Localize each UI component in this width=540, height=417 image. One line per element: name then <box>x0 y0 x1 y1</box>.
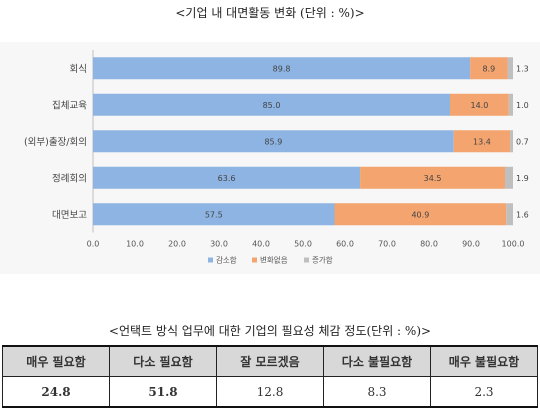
table-cell: 2.3 <box>430 376 538 408</box>
x-tick-label: 60.0 <box>336 240 354 249</box>
x-tick-label: 90.0 <box>462 240 480 249</box>
survey-table: 매우 필요함 다소 필요함 잘 모르겠음 다소 불필요함 매우 불필요함 24.… <box>2 345 538 408</box>
legend-label: 변화없음 <box>260 256 288 265</box>
table-cell: 12.8 <box>216 376 324 408</box>
table-header-cell: 매우 필요함 <box>2 345 110 377</box>
x-tick-label: 40.0 <box>252 240 270 249</box>
data-label: 0.7 <box>516 137 529 146</box>
legend-label: 감소함 <box>216 255 237 265</box>
data-label: 1.6 <box>516 210 529 219</box>
bar-segment <box>93 203 335 226</box>
bar-segment <box>450 93 509 116</box>
table-header-cell: 다소 불필요함 <box>323 345 431 377</box>
data-label: 85.0 <box>263 101 281 110</box>
x-tick-label: 100.0 <box>502 240 525 249</box>
data-label: 1.3 <box>516 64 529 73</box>
x-tick-label: 30.0 <box>210 240 228 249</box>
x-tick-label: 20.0 <box>168 240 186 249</box>
data-label: 8.9 <box>482 64 495 73</box>
data-label: 13.4 <box>473 137 491 146</box>
table-header-cell: 잘 모르겠음 <box>216 345 324 377</box>
table-title: <언택트 방식 업무에 대한 기업의 필요성 체감 정도(단위 : %)> <box>108 324 432 338</box>
legend-swatch <box>252 257 257 263</box>
data-label: 40.9 <box>411 210 429 219</box>
bar-segment <box>510 130 513 153</box>
category-label: 집체교육 <box>52 99 87 111</box>
table-cell: 24.8 <box>2 376 110 408</box>
table-header-cell: 매우 불필요함 <box>430 345 538 377</box>
data-label: 89.8 <box>273 64 291 73</box>
table-header-cell: 다소 필요함 <box>109 345 217 377</box>
x-tick-label: 80.0 <box>420 240 438 249</box>
table-header-row: 매우 필요함 다소 필요함 잘 모르겠음 다소 불필요함 매우 불필요함 <box>2 345 538 377</box>
bar-segment <box>453 130 511 153</box>
table-row: 24.8 51.8 12.8 8.3 2.3 <box>2 376 538 408</box>
x-tick-label: 0.0 <box>87 240 100 249</box>
category-label: 대면보고 <box>52 210 87 221</box>
bar-segment <box>93 130 454 153</box>
x-tick-label: 70.0 <box>378 240 396 249</box>
table-cell: 8.3 <box>323 376 431 408</box>
data-label: 34.5 <box>424 174 442 183</box>
data-label: 14.0 <box>470 101 488 110</box>
bar-segment <box>93 57 471 80</box>
bar-segment <box>360 166 506 189</box>
table-cell: 51.8 <box>109 376 217 408</box>
bar-segment <box>93 166 361 189</box>
chart-panel <box>0 42 540 274</box>
bar-segment <box>507 57 513 80</box>
data-label: 57.5 <box>205 210 223 219</box>
data-label: 63.6 <box>218 174 236 183</box>
bar-segment <box>334 203 507 226</box>
bar-segment <box>506 203 513 226</box>
legend-swatch <box>304 257 309 263</box>
legend-swatch <box>208 257 213 263</box>
data-label: 85.9 <box>264 137 282 146</box>
category-label: 정례회의 <box>52 173 87 184</box>
bar-segment <box>93 93 450 116</box>
x-tick-label: 10.0 <box>126 240 144 249</box>
bar-segment <box>508 93 513 116</box>
bar-segment <box>470 57 508 80</box>
x-tick-label: 50.0 <box>294 240 312 249</box>
stacked-bar-chart: 회식 89.8 8.9 1.3 집체교육 85.0 14.0 1.0 (외부)출장/회의 85.9… <box>24 50 529 265</box>
chart-title: <기업 내 대면활동 변화 (단위 : %)> <box>175 6 365 20</box>
category-label: (외부)출장/회의 <box>24 136 87 148</box>
bar-segment <box>505 166 513 189</box>
data-label: 1.0 <box>516 101 529 110</box>
data-label: 1.9 <box>516 174 529 183</box>
category-label: 회식 <box>70 64 87 75</box>
legend-label: 증가함 <box>312 256 333 265</box>
